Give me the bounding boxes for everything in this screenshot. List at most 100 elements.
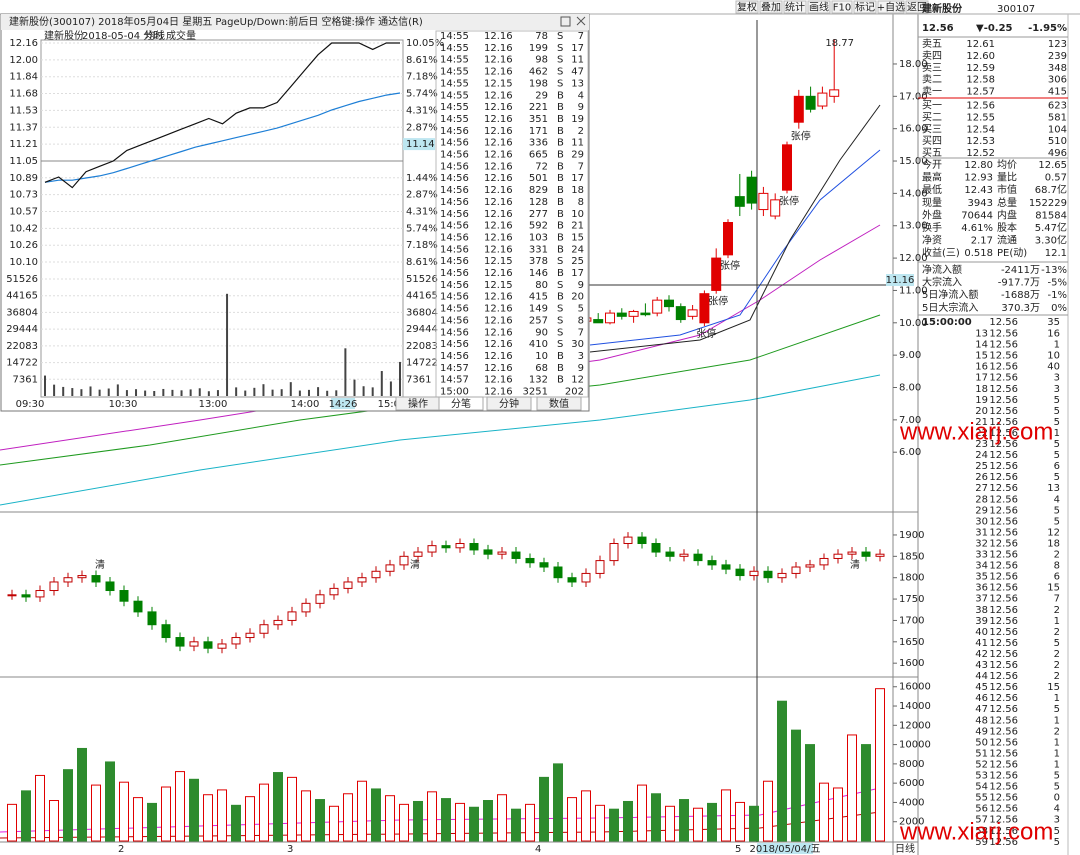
vol-tick-label: 14722 — [6, 358, 38, 369]
candle-body — [817, 92, 828, 107]
trade-side: S — [557, 304, 563, 315]
tick-price: 12.56 — [989, 715, 1018, 726]
index-candle — [581, 572, 591, 583]
tick-price: 12.56 — [989, 660, 1018, 671]
trade-side: B — [557, 161, 564, 172]
tick-price: 12.56 — [989, 693, 1018, 704]
toolbar-label[interactable]: 画线 — [809, 1, 829, 14]
index-candle — [441, 545, 451, 549]
index-candle — [567, 577, 577, 583]
tick-time: 45 — [975, 682, 988, 693]
tick-price: 12.56 — [989, 373, 1018, 384]
candle-body — [723, 222, 733, 256]
volume-bar — [80, 389, 83, 396]
tab-label[interactable]: 操作 — [408, 397, 428, 410]
tick-time: 47 — [975, 704, 988, 715]
signal-label: 清 — [95, 558, 105, 571]
toolbar-label[interactable]: 复权 — [737, 1, 757, 14]
volume-bar — [171, 389, 174, 396]
tick-volume: 40 — [1047, 362, 1060, 373]
trade-time: 14:55 — [440, 78, 469, 89]
tick-volume: 18 — [1047, 538, 1060, 549]
period-label[interactable]: 日线 — [895, 842, 915, 855]
trade-side: S — [557, 327, 563, 338]
tab[interactable] — [438, 396, 484, 411]
trade-side: B — [557, 209, 564, 220]
y-tick-label: 1600 — [899, 658, 924, 669]
tick-volume: 5 — [1054, 439, 1060, 450]
y-tick-label: 1650 — [899, 637, 924, 648]
trade-count: 20 — [571, 292, 584, 303]
index-candle — [469, 543, 479, 551]
trade-count: 17 — [571, 268, 584, 279]
y-tick-label: 1750 — [899, 594, 924, 605]
tick-volume: 3 — [1054, 815, 1060, 826]
tick-price: 12.56 — [989, 572, 1018, 583]
tab-label[interactable]: 分钟 — [499, 397, 519, 410]
stat-value: 0.57 — [1045, 173, 1067, 184]
tick-price: 12.56 — [989, 550, 1018, 561]
volume-bar — [53, 384, 56, 396]
pct-label: 4.31% — [406, 105, 438, 116]
volume-bar — [105, 761, 115, 842]
trade-count: 18 — [571, 185, 584, 196]
toolbar-button[interactable] — [735, 0, 759, 14]
tab-label[interactable]: 数值 — [549, 397, 569, 410]
toolbar-button[interactable] — [783, 0, 807, 14]
volume-bar — [623, 800, 633, 842]
toolbar-button[interactable] — [905, 0, 929, 14]
tick-time: 41 — [975, 638, 988, 649]
volume-bar — [77, 747, 87, 842]
toolbar-label[interactable]: +自选 — [877, 1, 905, 14]
stat-label: 现量 — [922, 197, 942, 209]
index-candle — [217, 643, 227, 649]
maximize-button[interactable] — [560, 16, 571, 27]
tick-time: 38 — [975, 605, 988, 616]
y-tick-label: 17.00 — [899, 91, 928, 102]
volume-bar — [21, 790, 31, 842]
toolbar-button[interactable] — [759, 0, 783, 14]
tick-price: 12.56 — [989, 594, 1018, 605]
index-candle — [231, 637, 241, 645]
toolbar-label[interactable]: F10 — [833, 3, 851, 14]
tick-time: 43 — [975, 660, 988, 671]
trade-volume: 829 — [529, 185, 548, 196]
trade-price: 12.16 — [484, 244, 513, 255]
toolbar-button[interactable] — [807, 0, 831, 14]
volume-bar — [861, 744, 871, 842]
toolbar-label[interactable]: 叠加 — [761, 2, 781, 14]
trade-count: 21 — [571, 221, 584, 232]
index-candle — [819, 557, 829, 566]
pct-label: 8.61% — [406, 257, 438, 268]
toolbar-label[interactable]: 标记 — [855, 2, 875, 14]
toolbar-button[interactable] — [853, 0, 877, 14]
trade-side: B — [557, 150, 564, 161]
tab[interactable] — [486, 396, 532, 411]
candle-body — [687, 309, 698, 317]
volume-bar — [721, 789, 731, 842]
tick-time: 30 — [975, 516, 988, 527]
close-button[interactable] — [576, 16, 586, 26]
tab-label[interactable]: 分笔 — [451, 397, 471, 410]
y-tick-label: 6.00 — [899, 447, 921, 458]
price-label: 11.37 — [9, 122, 38, 133]
y-tick-label: 14.00 — [899, 188, 928, 199]
tab[interactable] — [536, 396, 582, 411]
trade-side: B — [557, 138, 564, 149]
trade-count: 17 — [571, 173, 584, 184]
toolbar-label[interactable]: 返回 — [907, 2, 927, 14]
tick-volume: 3 — [1054, 373, 1060, 384]
trade-count: 12 — [571, 375, 584, 386]
tick-time: 40 — [975, 627, 988, 638]
index-candle — [385, 564, 395, 572]
index-candle — [273, 619, 283, 626]
cursor-box — [886, 274, 914, 286]
toolbar-button[interactable] — [831, 0, 853, 14]
tick-price: 12.56 — [989, 737, 1018, 748]
tick-price: 12.56 — [989, 472, 1018, 483]
volume-bar — [539, 776, 549, 842]
toolbar-button[interactable] — [877, 0, 905, 14]
toolbar-label[interactable]: 统计 — [785, 1, 805, 14]
volume-bar — [301, 790, 311, 842]
